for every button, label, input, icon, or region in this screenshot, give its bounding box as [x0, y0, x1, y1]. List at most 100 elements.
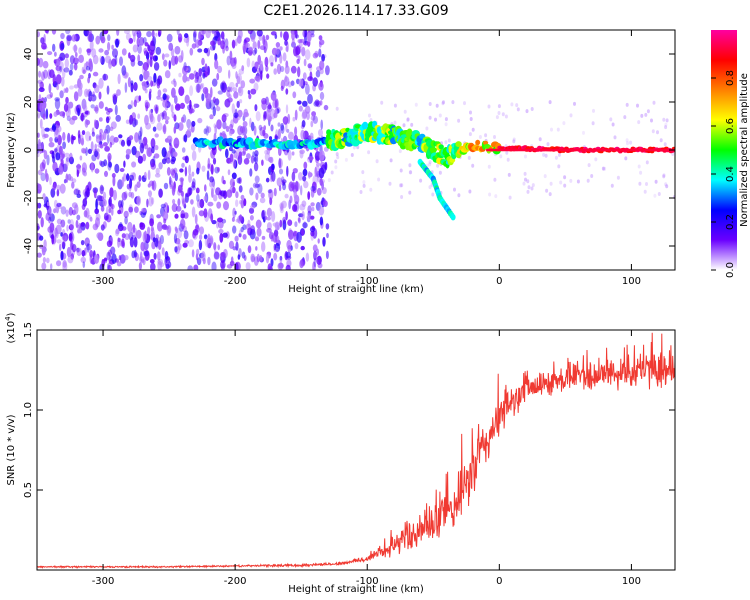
noise-cell — [163, 59, 168, 67]
noise-cell — [94, 119, 97, 129]
noise-cell — [214, 53, 218, 62]
noise-cell — [335, 106, 339, 111]
noise-cell — [65, 209, 69, 217]
noise-cell — [264, 152, 271, 161]
noise-cell — [153, 62, 160, 71]
noise-cell — [37, 57, 40, 66]
noise-cell — [211, 188, 214, 198]
noise-cell — [494, 194, 498, 199]
noise-cell — [110, 246, 116, 255]
noise-cell — [81, 250, 86, 257]
y-tick-label: 1.0 — [23, 402, 34, 418]
noise-cell — [80, 240, 85, 246]
noise-cell — [89, 95, 94, 101]
noise-cell — [229, 81, 235, 90]
noise-cell — [199, 226, 205, 235]
noise-cell — [643, 189, 647, 194]
noise-cell — [93, 188, 97, 199]
noise-cell — [469, 110, 472, 115]
noise-cell — [257, 183, 263, 194]
noise-cell — [285, 46, 289, 52]
noise-cell — [134, 228, 138, 239]
noise-cell — [88, 58, 93, 68]
noise-cell — [78, 54, 84, 63]
noise-cell — [119, 56, 123, 66]
noise-cell — [290, 80, 295, 86]
noise-cell — [206, 126, 212, 133]
noise-cell — [645, 182, 648, 186]
noise-cell — [573, 101, 576, 106]
noise-cell — [301, 120, 306, 128]
noise-cell — [191, 171, 195, 177]
noise-cell — [150, 80, 154, 87]
noise-cell — [255, 246, 258, 251]
noise-cell — [281, 200, 287, 209]
noise-cell — [58, 61, 64, 71]
noise-cell — [142, 62, 149, 71]
noise-cell — [469, 117, 473, 121]
noise-cell — [286, 165, 289, 177]
noise-cell — [175, 205, 182, 212]
noise-cell — [102, 73, 109, 81]
noise-cell — [318, 129, 323, 137]
noise-cell — [625, 102, 629, 107]
noise-cell — [226, 55, 231, 66]
noise-cell — [209, 163, 212, 172]
noise-cell — [299, 259, 304, 269]
noise-cell — [76, 169, 80, 178]
noise-cell — [92, 71, 99, 77]
noise-cell — [325, 250, 329, 260]
noise-cell — [67, 132, 71, 143]
noise-cell — [170, 104, 174, 113]
noise-cell — [211, 220, 217, 225]
noise-cell — [261, 159, 264, 166]
noise-cell — [250, 253, 255, 263]
noise-cell — [311, 111, 316, 117]
noise-cell — [174, 213, 179, 219]
noise-cell — [63, 67, 70, 73]
track-cell — [429, 147, 437, 153]
noise-cell — [180, 213, 185, 219]
noise-cell — [42, 60, 49, 69]
noise-cell — [211, 261, 217, 270]
noise-cell — [150, 108, 153, 114]
noise-cell — [322, 200, 328, 208]
noise-cell — [41, 126, 45, 138]
noise-cell — [307, 63, 313, 69]
noise-cell — [188, 108, 195, 114]
noise-cell — [106, 85, 110, 95]
noise-cell — [104, 146, 110, 152]
noise-cell — [471, 127, 475, 132]
noise-cell — [109, 187, 114, 198]
noise-cell — [278, 185, 282, 192]
noise-cell — [195, 83, 201, 93]
noise-cell — [192, 178, 196, 188]
noise-cell — [119, 168, 125, 172]
noise-cell — [263, 40, 268, 52]
noise-cell — [231, 39, 236, 49]
noise-cell — [123, 210, 129, 219]
noise-cell — [182, 242, 188, 248]
noise-cell — [644, 112, 648, 117]
noise-cell — [300, 229, 305, 236]
colorbar-tick-label: 0.8 — [725, 70, 736, 86]
noise-cell — [98, 48, 104, 53]
noise-cell — [137, 30, 140, 33]
noise-cell — [151, 146, 155, 154]
noise-cell — [137, 60, 143, 66]
noise-cell — [186, 118, 192, 129]
noise-cell — [56, 239, 62, 244]
noise-cell — [307, 191, 311, 200]
noise-cell — [310, 120, 314, 128]
noise-cell — [89, 216, 93, 222]
noise-cell — [225, 45, 229, 52]
noise-cell — [134, 251, 138, 258]
noise-cell — [154, 173, 161, 178]
noise-cell — [158, 188, 163, 198]
noise-cell — [231, 63, 237, 70]
noise-cell — [438, 170, 442, 175]
noise-cell — [54, 51, 57, 57]
noise-cell — [43, 69, 48, 79]
noise-cell — [318, 35, 323, 41]
noise-cell — [280, 31, 283, 38]
